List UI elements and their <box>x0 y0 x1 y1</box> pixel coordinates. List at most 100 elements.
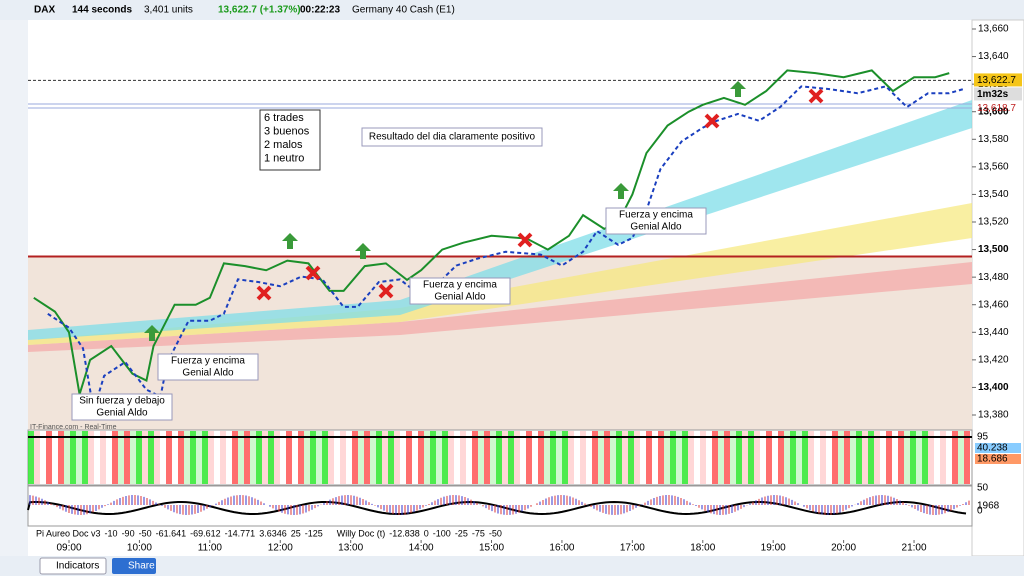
panel-stripe <box>52 431 58 484</box>
legend-willy: -100 <box>433 528 451 538</box>
exit-cross <box>517 232 533 248</box>
panel-stripe <box>688 431 694 484</box>
note-line: Genial Aldo <box>96 408 148 419</box>
panel-stripe <box>370 431 376 484</box>
panel-stripe <box>526 431 532 484</box>
panel-stripe <box>376 431 382 484</box>
panel-stripe <box>844 431 850 484</box>
price-tick-label: 13,580 <box>978 134 1009 145</box>
time-tick-label: 13:00 <box>338 543 363 554</box>
instrument[interactable]: Germany 40 Cash (E1) <box>352 5 455 16</box>
panel-stripe <box>640 431 646 484</box>
panel-stripe <box>652 431 658 484</box>
panel-stripe <box>706 431 712 484</box>
panel-stripe <box>310 431 316 484</box>
panel-stripe <box>634 431 640 484</box>
panel-stripe <box>334 431 340 484</box>
panel2 <box>27 485 973 527</box>
symbol[interactable]: DAX <box>34 5 55 16</box>
exit-cross <box>704 113 720 129</box>
panel-stripe <box>430 431 436 484</box>
panel2-label: 1968 <box>977 501 1000 512</box>
panel-stripe <box>364 431 370 484</box>
time-tick-label: 15:00 <box>479 543 504 554</box>
panel-stripe <box>184 431 190 484</box>
left-toolbar <box>0 20 28 556</box>
panel-stripe <box>460 431 466 484</box>
panel-stripe <box>106 431 112 484</box>
note-line: Fuerza y encima <box>619 210 693 221</box>
panel-stripe <box>724 431 730 484</box>
panel-stripe <box>922 431 928 484</box>
panel-stripe <box>256 431 262 484</box>
panel1-label-bg <box>975 432 1021 442</box>
panel-stripe <box>268 431 274 484</box>
panel-stripe <box>154 431 160 484</box>
panel2-label: 0 <box>977 506 983 517</box>
panel-stripe <box>28 431 34 484</box>
share-button[interactable] <box>112 558 156 574</box>
panel-stripe <box>58 431 64 484</box>
panel-stripe <box>412 431 418 484</box>
panel-stripe <box>694 431 700 484</box>
panel-stripe <box>496 431 502 484</box>
legend-pi: 25 <box>291 528 301 538</box>
panel-stripe <box>628 431 634 484</box>
price-axis <box>971 19 1024 557</box>
panel-stripe <box>934 431 940 484</box>
legend-willy: -50 <box>489 528 502 538</box>
panel-stripe <box>946 431 952 484</box>
panel-stripe <box>220 431 226 484</box>
panel-stripe <box>742 431 748 484</box>
indicators-label[interactable]: Indicators <box>56 561 99 572</box>
legend-pi: 3.6346 <box>259 528 287 538</box>
watermark: IT-Finance.com - Real-Time <box>30 424 117 431</box>
panel-stripe <box>886 431 892 484</box>
panel-stripe <box>190 431 196 484</box>
buy-arrow <box>282 233 298 249</box>
panel-stripe <box>736 431 742 484</box>
time-tick-label: 18:00 <box>690 543 715 554</box>
legend-pi: -90 <box>122 528 135 538</box>
panel-stripe <box>82 431 88 484</box>
panel-stripe <box>562 431 568 484</box>
price-tick-label: 13,460 <box>978 299 1009 310</box>
panel-stripe <box>718 431 724 484</box>
time-tick-label: 10:00 <box>127 543 152 554</box>
panel-stripe <box>832 431 838 484</box>
panel-stripe <box>442 431 448 484</box>
time-tick-label: 16:00 <box>549 543 574 554</box>
panel-stripe <box>820 431 826 484</box>
panel1-label: 40.238 <box>977 443 1008 454</box>
panel-stripe <box>958 431 964 484</box>
panel-stripe <box>178 431 184 484</box>
panel-stripe <box>454 431 460 484</box>
note-line: Sin fuerza y debajo <box>79 396 165 407</box>
panel-stripe <box>856 431 862 484</box>
panel-stripe <box>610 431 616 484</box>
panel-stripe <box>520 431 526 484</box>
panel-stripe <box>448 431 454 484</box>
panel-stripe <box>322 431 328 484</box>
indicators-button[interactable] <box>39 557 107 575</box>
legend-willy: -25 <box>455 528 468 538</box>
summary-line: 3 buenos <box>264 125 310 137</box>
price-tick-label: 13,520 <box>978 217 1009 228</box>
panel-stripe <box>244 431 250 484</box>
panel-stripe <box>40 431 46 484</box>
panel-stripe <box>76 431 82 484</box>
price-tick-label: 13,600 <box>978 106 1009 117</box>
price-tick-label: 13,480 <box>978 272 1009 283</box>
panel-stripe <box>226 431 232 484</box>
panel-stripe <box>682 431 688 484</box>
share-label[interactable]: Share <box>128 561 155 572</box>
panel-stripe <box>892 431 898 484</box>
panel-stripe <box>868 431 874 484</box>
panel-stripe <box>568 431 574 484</box>
legend-pi: -69.612 <box>190 528 221 538</box>
interval[interactable]: 144 seconds <box>72 5 132 16</box>
units[interactable]: 3,401 units <box>144 5 193 16</box>
panel-stripe <box>148 431 154 484</box>
panel-stripe <box>214 431 220 484</box>
